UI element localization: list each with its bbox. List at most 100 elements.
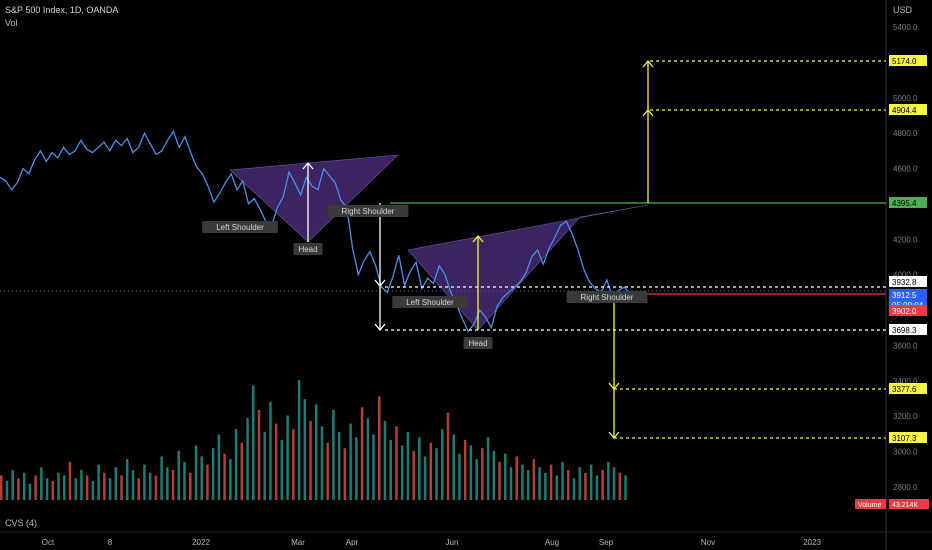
pattern-label-bg [566, 291, 648, 303]
price-label-bg [889, 299, 927, 310]
volume-bar [171, 470, 175, 500]
volume-bar [229, 459, 232, 500]
x-tick-label: 2022 [192, 538, 210, 547]
y-tick-label: 5000.0 [893, 94, 918, 103]
volume-bar [160, 456, 163, 500]
volume-bar [463, 440, 467, 500]
volume-bar [406, 431, 410, 500]
cvs-indicator-label[interactable]: CVS (4) [5, 518, 38, 528]
price-label-bg [889, 104, 927, 115]
volume-bar [63, 475, 66, 500]
volume-bar [567, 470, 570, 500]
price-label: 5174.0 [892, 57, 917, 66]
pattern-1-projection-arrow-b-head [374, 323, 386, 332]
volume-bar [595, 475, 599, 500]
price-label: 3377.6 [892, 385, 917, 394]
volume-bar [441, 429, 444, 500]
volume-bar [492, 450, 496, 500]
price-label: 4904.4 [892, 106, 917, 115]
pattern-label: Right Shoulder [342, 207, 395, 216]
pattern-label-bg [202, 221, 278, 233]
volume-bar [383, 420, 387, 500]
volume-bar [17, 478, 20, 500]
volume-bar [217, 434, 221, 500]
volume-bar [74, 478, 77, 500]
volume-bar [486, 437, 490, 500]
volume-bar [183, 461, 186, 500]
volume-bar [418, 437, 421, 500]
volume-bar [349, 423, 352, 500]
volume-bar [504, 453, 507, 500]
volume-bar [166, 467, 169, 500]
pattern-1-shape [229, 154, 399, 243]
volume-bar [360, 407, 364, 500]
volume-bar [309, 420, 312, 500]
volume-bar [269, 401, 272, 500]
y-tick-label: 2800.0 [893, 483, 918, 492]
price-label: 3912.5 [892, 291, 917, 300]
price-label: 3107.3 [892, 434, 917, 443]
volume-bar [618, 472, 622, 500]
y-tick-label: 3200.0 [893, 412, 918, 421]
volume-bar [315, 404, 318, 500]
pattern-label: Right Shoulder [581, 293, 634, 302]
volume-bar [446, 412, 450, 500]
volume-bar [22, 472, 26, 500]
volume-bar [469, 445, 473, 500]
pattern-label-bg [327, 205, 409, 217]
volume-bar [303, 399, 307, 500]
pattern-label: Left Shoulder [216, 223, 264, 232]
volume-bar [0, 475, 3, 500]
pattern-2-height-arrow-head [472, 234, 484, 243]
price-label: 3698.3 [892, 326, 917, 335]
volume-bar [143, 464, 146, 500]
price-label-bg [889, 305, 927, 316]
volume-bar [234, 429, 238, 500]
volume-bar [515, 456, 518, 500]
volume-bar [378, 396, 381, 500]
x-tick-label: Oct [42, 538, 55, 547]
volume-bar [177, 450, 181, 500]
volume-bar [108, 478, 112, 500]
volume-bar [97, 464, 100, 500]
volume-bar [475, 459, 478, 500]
volume-bar [561, 461, 564, 500]
volume-bar [326, 442, 329, 500]
volume-bar [80, 470, 83, 500]
y-tick-label: 5400.0 [893, 23, 918, 32]
volume-bar [389, 440, 392, 500]
volume-bar [120, 475, 123, 500]
pattern-label: Left Shoulder [406, 298, 454, 307]
volume-bar [521, 464, 524, 500]
volume-bar [555, 475, 559, 500]
volume-bar [5, 480, 9, 500]
volume-bar [343, 448, 347, 500]
y-tick-label: 4200.0 [893, 235, 918, 244]
volume-bar [332, 410, 335, 500]
y-tick-label: 4000.0 [893, 271, 918, 280]
volume-bar [601, 470, 604, 500]
volume-bar [549, 464, 553, 500]
volume-bar [355, 437, 358, 500]
volume-bar [297, 380, 301, 500]
volume-bar [452, 434, 455, 500]
volume-bar [366, 418, 370, 500]
volume-bar [51, 480, 55, 500]
volume-bar [337, 431, 341, 500]
volume-bar [544, 472, 547, 500]
volume-bar [458, 453, 461, 500]
volume-bar [126, 459, 129, 500]
volume-bar [372, 434, 375, 500]
pattern-label-bg [463, 337, 493, 349]
pattern-label-bg [392, 296, 468, 308]
price-label-bg [889, 55, 927, 66]
volume-bar [400, 445, 404, 500]
volume-bar [263, 431, 266, 500]
volume-bar [589, 464, 593, 500]
volume-bar [45, 478, 49, 500]
volume-bar [223, 453, 226, 500]
volume-value: 43.214K [892, 502, 918, 509]
target-arrow-up-b-head [642, 59, 654, 68]
x-tick-label: Jun [446, 538, 459, 547]
